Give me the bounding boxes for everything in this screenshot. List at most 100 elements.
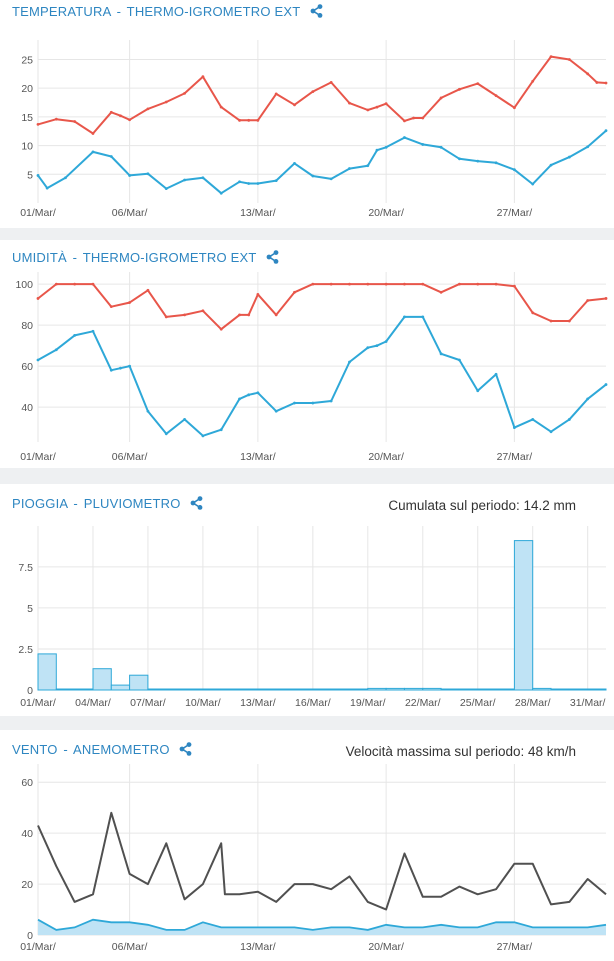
x-tick-label: 20/Mar/ — [368, 207, 404, 219]
x-tick-label: 20/Mar/ — [368, 451, 404, 463]
data-point — [366, 164, 370, 168]
panel-sensor[interactable]: THERMO-IGROMETRO EXT — [82, 250, 257, 265]
data-point — [201, 434, 205, 438]
panel-title: UMIDITÀ — [12, 250, 67, 265]
x-tick-label: 06/Mar/ — [112, 451, 148, 463]
rain-bar — [532, 687, 552, 691]
series-line — [37, 55, 607, 135]
data-point — [274, 313, 278, 317]
y-tick-label: 5 — [27, 603, 33, 615]
panel-separator: - — [63, 742, 68, 757]
data-point — [476, 282, 480, 286]
data-point — [36, 174, 40, 177]
x-tick-label: 19/Mar/ — [350, 697, 386, 709]
y-tick-label: 25 — [21, 54, 33, 66]
data-point — [293, 161, 296, 165]
data-point — [256, 182, 260, 185]
panel-separator: - — [116, 4, 122, 19]
data-point — [494, 372, 498, 376]
data-point — [531, 418, 535, 421]
share-icon[interactable] — [179, 742, 192, 756]
rain-bar — [220, 688, 240, 691]
x-tick-label: 04/Mar/ — [75, 697, 111, 709]
data-point — [238, 180, 241, 184]
y-tick-label: 60 — [21, 361, 33, 373]
data-point — [531, 311, 535, 315]
panel-sensor[interactable]: THERMO-IGROMETRO EXT — [126, 4, 301, 19]
share-icon[interactable] — [190, 496, 203, 510]
data-point — [595, 81, 599, 84]
data-point — [604, 129, 608, 133]
data-point — [403, 315, 406, 319]
data-point — [183, 418, 186, 421]
share-icon[interactable] — [266, 250, 279, 264]
data-point — [274, 179, 278, 183]
data-point — [439, 290, 443, 294]
rain-bar — [184, 688, 204, 691]
data-point — [109, 155, 113, 158]
y-tick-label: 0 — [27, 930, 33, 942]
rain-bar — [275, 688, 296, 691]
data-point — [311, 401, 315, 405]
rain-bar — [202, 688, 222, 691]
rain-bar — [74, 688, 94, 691]
data-point — [375, 105, 379, 109]
data-point — [164, 315, 168, 319]
data-point — [476, 159, 480, 163]
data-point — [421, 143, 425, 146]
rain-bar — [147, 688, 167, 691]
data-point — [384, 340, 388, 343]
rain-bar — [55, 688, 76, 691]
data-point — [586, 299, 590, 302]
data-point — [256, 292, 260, 296]
y-tick-label: 60 — [21, 777, 33, 789]
data-point — [458, 358, 461, 362]
data-point — [146, 172, 150, 176]
share-icon[interactable] — [310, 4, 323, 18]
rain-summary: Cumulata sul periodo: 14.2 mm — [388, 498, 576, 513]
temperature-panel: TEMPERATURA - THERMO-IGROMETRO EXT 5 10 15… — [0, 0, 614, 228]
data-point — [91, 329, 95, 333]
data-point — [384, 102, 388, 106]
data-point — [146, 107, 150, 111]
data-point — [604, 383, 608, 386]
data-point — [421, 282, 425, 286]
rain-bar — [477, 688, 497, 691]
data-point — [201, 75, 205, 79]
x-tick-label: 13/Mar/ — [240, 941, 276, 953]
x-tick-label: 25/Mar/ — [460, 697, 496, 709]
data-point — [549, 55, 553, 59]
rain-chart: 0 2.5 5 7.5 01/Mar/04/Mar/07/Mar/10/Mar/13/M… — [18, 526, 607, 709]
rain-bar — [165, 688, 186, 691]
panel-sensor[interactable]: ANEMOMETRO — [73, 742, 170, 757]
data-point — [247, 182, 251, 185]
data-point — [146, 288, 150, 292]
data-point — [128, 301, 132, 304]
panel-sensor[interactable]: PLUVIOMETRO — [83, 496, 181, 511]
wind-summary: Velocità massima sul periodo: 48 km/h — [345, 744, 576, 759]
rain-bar — [458, 688, 479, 691]
x-tick-label: 13/Mar/ — [240, 207, 276, 219]
y-tick-label: 15 — [21, 112, 33, 124]
data-point — [458, 157, 461, 161]
data-point — [384, 282, 388, 286]
data-point — [293, 401, 296, 405]
x-tick-label: 06/Mar/ — [112, 207, 148, 219]
data-point — [274, 92, 278, 96]
data-point — [54, 117, 58, 121]
rain-bar — [349, 688, 369, 691]
x-tick-label: 13/Mar/ — [240, 697, 276, 709]
data-point — [238, 118, 241, 122]
data-point — [293, 103, 296, 107]
panel-header: UMIDITÀ - THERMO-IGROMETRO EXT — [12, 250, 279, 268]
data-point — [531, 182, 535, 186]
data-point — [311, 90, 315, 94]
data-point — [73, 333, 77, 337]
series-line — [37, 283, 607, 331]
data-point — [586, 72, 590, 76]
rain-bar — [550, 688, 570, 691]
rain-bar — [257, 688, 277, 691]
rain-bar — [239, 688, 259, 691]
data-point — [311, 174, 315, 178]
y-tick-label: 5 — [27, 169, 33, 181]
